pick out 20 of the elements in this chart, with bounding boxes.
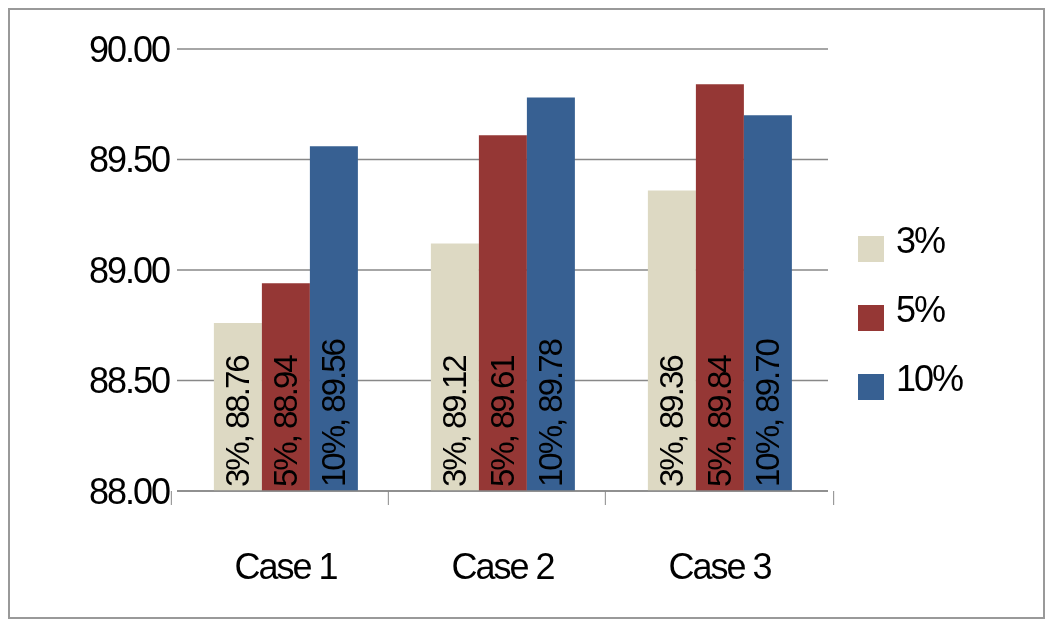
x-tick-label: Case 2 — [451, 546, 555, 587]
data-label: 10%, 89.78 — [532, 339, 570, 487]
data-label: 3%, 88.76 — [219, 355, 257, 487]
legend-label: 3% — [896, 220, 945, 261]
legend-label: 5% — [896, 289, 945, 330]
data-label: 5%, 89.84 — [701, 354, 739, 487]
data-label: 5%, 88.94 — [267, 354, 305, 487]
data-label: 3%, 89.36 — [653, 355, 691, 487]
y-tick-label: 89.50 — [88, 139, 170, 181]
y-tick-label: 88.00 — [88, 470, 170, 512]
y-tick-label: 90.00 — [88, 28, 170, 70]
y-tick-label: 88.50 — [88, 360, 170, 402]
legend-label: 10% — [896, 358, 963, 399]
x-tick-label: Case 1 — [234, 546, 338, 587]
data-label: 10%, 89.56 — [315, 339, 353, 487]
y-tick-label: 89.00 — [88, 249, 170, 291]
data-label: 3%, 89.12 — [436, 355, 474, 487]
x-tick-label: Case 3 — [668, 546, 772, 587]
data-label: 10%, 89.70 — [749, 338, 787, 487]
data-label: 5%, 89.61 — [484, 355, 522, 487]
